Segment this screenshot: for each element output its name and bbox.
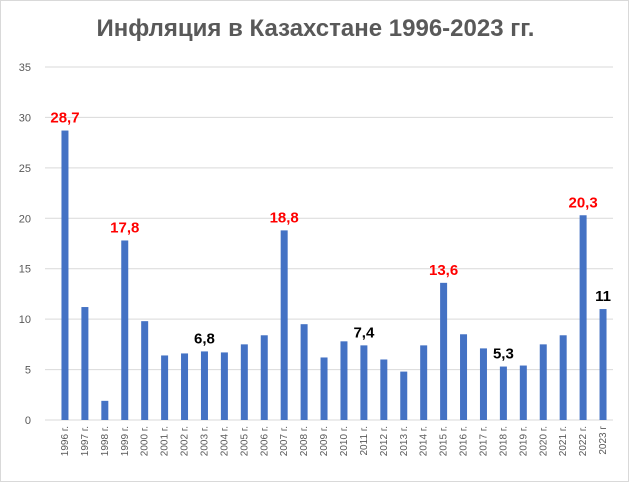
x-tick-label: 2017 г. — [478, 426, 489, 456]
bar-2019 — [519, 365, 527, 420]
y-tick-label: 35 — [19, 62, 31, 74]
data-label: 7,4 — [353, 324, 375, 341]
x-tick-label: 2022 г. — [578, 426, 589, 456]
x-tick-label: 2019 г. — [518, 426, 529, 456]
x-tick-label: 1997 г. — [80, 426, 91, 456]
data-label: 5,3 — [493, 346, 514, 363]
bar-2003 — [200, 351, 208, 420]
x-tick-label: 2011 г. — [359, 426, 370, 456]
data-label: 18,8 — [270, 209, 299, 226]
data-label: 17,8 — [110, 219, 139, 236]
bar-2015 — [440, 282, 448, 420]
bar-1998 — [101, 400, 109, 420]
bar-2011 — [360, 345, 368, 420]
y-tick-label: 20 — [19, 213, 31, 225]
data-label: 28,7 — [50, 110, 79, 127]
bar-2014 — [420, 345, 428, 420]
bar-2009 — [320, 357, 328, 420]
x-tick-label: 2009 г. — [319, 426, 330, 456]
bar-2016 — [460, 334, 468, 420]
bar-2004 — [220, 352, 228, 420]
x-tick-label: 2023 г — [598, 426, 609, 455]
x-tick-label: 2001 г. — [160, 426, 171, 456]
y-tick-label: 10 — [19, 314, 31, 326]
bar-1997 — [81, 307, 89, 420]
x-tick-label: 2010 г. — [339, 426, 350, 456]
y-tick-label: 30 — [19, 112, 31, 124]
data-label: 13,6 — [429, 262, 458, 279]
x-tick-label: 2004 г. — [219, 426, 230, 456]
bar-1996 — [61, 130, 69, 421]
x-tick-label: 2020 г. — [538, 426, 549, 456]
bar-2018 — [499, 366, 507, 420]
x-tick-label: 2006 г. — [259, 426, 270, 456]
x-tick-label: 2013 г. — [399, 426, 410, 456]
x-tick-label: 2016 г. — [459, 426, 470, 456]
bar-2022 — [579, 215, 587, 420]
chart-title: Инфляция в Казахстане 1996-2023 гг. — [96, 15, 535, 42]
bar-2013 — [400, 371, 408, 420]
data-label: 11 — [595, 288, 611, 305]
x-tick-label: 2008 г. — [299, 426, 310, 456]
bar-2000 — [141, 321, 149, 420]
x-tick-label: 2012 г. — [379, 426, 390, 456]
bar-2010 — [340, 341, 348, 420]
x-tick-label: 1998 г. — [100, 426, 111, 456]
bar-1999 — [121, 240, 129, 420]
bar-2007 — [280, 230, 288, 420]
x-tick-label: 2005 г. — [239, 426, 250, 456]
bar-2001 — [161, 355, 169, 420]
x-tick-label: 2002 г. — [180, 426, 191, 456]
y-tick-label: 25 — [19, 163, 31, 175]
x-tick-label: 2003 г. — [199, 426, 210, 456]
bar-2008 — [300, 324, 308, 420]
x-tick-label: 1999 г. — [120, 426, 131, 456]
bar-2005 — [240, 344, 248, 420]
x-tick-label: 2015 г. — [439, 426, 450, 456]
bar-2002 — [181, 353, 189, 420]
bar-2012 — [380, 359, 388, 420]
bar-2023 — [599, 309, 607, 420]
bar-2006 — [260, 335, 268, 420]
x-tick-label: 1996 г. — [60, 426, 71, 456]
x-tick-label: 2021 г. — [558, 426, 569, 456]
x-tick-label: 2014 г. — [419, 426, 430, 456]
x-tick-label: 2007 г. — [279, 426, 290, 456]
bar-2017 — [479, 348, 487, 420]
data-label: 20,3 — [569, 194, 598, 211]
x-tick-label: 2000 г. — [140, 426, 151, 456]
bar-2020 — [539, 344, 547, 420]
x-tick-label: 2018 г. — [498, 426, 509, 456]
y-tick-label: 15 — [19, 264, 31, 276]
data-label: 6,8 — [194, 330, 215, 347]
y-tick-label: 5 — [25, 365, 31, 377]
bar-2021 — [559, 335, 567, 420]
y-tick-label: 0 — [25, 415, 31, 427]
